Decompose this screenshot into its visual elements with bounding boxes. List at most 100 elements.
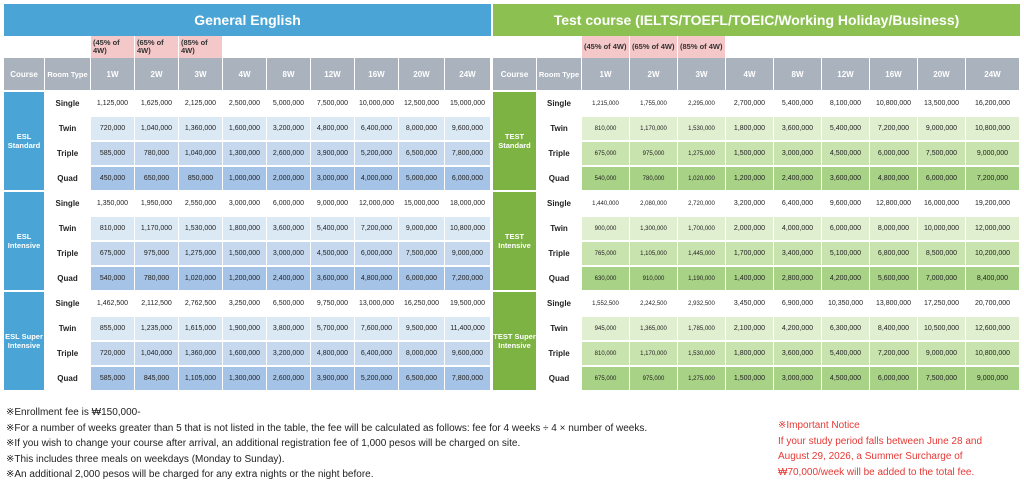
- price-cell: 2,550,000: [179, 192, 223, 217]
- percent-note: (85% of 4W): [179, 36, 223, 58]
- price-cell: 1,800,000: [223, 217, 267, 242]
- table-row: Twin 720,000 1,040,000 1,360,000 1,600,000 3,…: [4, 117, 491, 142]
- price-cell: 13,500,000: [918, 92, 966, 117]
- test-course-table: (45% of 4W) (65% of 4W) (85% of 4W) Course R…: [493, 36, 1020, 392]
- price-cell: 3,000,000: [267, 242, 311, 267]
- notice-line: August 29, 2026, a Summer Surcharge of: [778, 451, 963, 462]
- price-cell: 6,400,000: [774, 192, 822, 217]
- price-cell: 1,500,000: [726, 142, 774, 167]
- price-cell: 1,170,000: [630, 117, 678, 142]
- price-cell: 1,300,000: [223, 142, 267, 167]
- price-cell: 1,800,000: [726, 117, 774, 142]
- price-cell: 3,450,000: [726, 292, 774, 317]
- price-cell: 3,800,000: [267, 317, 311, 342]
- table-row: Twin 900,000 1,300,000 1,700,000 2,000,000 4,…: [493, 217, 1020, 242]
- price-cell: 675,000: [582, 142, 630, 167]
- price-cell: 4,500,000: [311, 242, 355, 267]
- price-cell: 7,500,000: [918, 367, 966, 392]
- price-cell: 9,600,000: [822, 192, 870, 217]
- price-cell: 10,500,000: [918, 317, 966, 342]
- room-type: Single: [45, 292, 91, 317]
- room-type: Twin: [537, 317, 582, 342]
- price-cell: 5,400,000: [822, 342, 870, 367]
- price-cell: 20,700,000: [966, 292, 1020, 317]
- general-english-section: General English (45% of 4W) (65% of 4W) (8…: [4, 4, 491, 392]
- price-cell: 18,000,000: [445, 192, 491, 217]
- price-cell: 19,500,000: [445, 292, 491, 317]
- price-cell: 8,000,000: [399, 342, 445, 367]
- percent-note: (45% of 4W): [91, 36, 135, 58]
- price-cell: 7,000,000: [918, 267, 966, 292]
- price-cell: 2,400,000: [267, 267, 311, 292]
- price-cell: 8,500,000: [918, 242, 966, 267]
- price-cell: 3,400,000: [774, 242, 822, 267]
- price-cell: 10,800,000: [870, 92, 918, 117]
- header-row: Course Room Type 1W 2W 3W 4W 8W 12W 16W 20W 24W: [4, 58, 491, 92]
- room-type-header: Room Type: [537, 58, 582, 92]
- price-cell: 2,100,000: [726, 317, 774, 342]
- notice-line: ₩70,000/week will be added to the total …: [778, 466, 975, 478]
- price-cell: 3,000,000: [774, 142, 822, 167]
- price-cell: 3,900,000: [311, 367, 355, 392]
- price-cell: 4,000,000: [774, 217, 822, 242]
- price-cell: 975,000: [135, 242, 179, 267]
- price-cell: 17,250,000: [918, 292, 966, 317]
- table-row: Twin 945,000 1,365,000 1,785,000 2,100,000 4,…: [493, 317, 1020, 342]
- price-cell: 1,215,000: [582, 92, 630, 117]
- price-cell: 6,000,000: [918, 167, 966, 192]
- course-name: ESL Standard: [4, 92, 45, 192]
- table-row: Quad 630,000 910,000 1,190,000 1,400,000 2,80…: [493, 267, 1020, 292]
- room-type: Twin: [537, 217, 582, 242]
- price-cell: 15,000,000: [399, 192, 445, 217]
- week-header: 20W: [918, 58, 966, 92]
- price-cell: 1,040,000: [179, 142, 223, 167]
- price-cell: 765,000: [582, 242, 630, 267]
- room-type: Triple: [45, 242, 91, 267]
- price-cell: 4,500,000: [822, 142, 870, 167]
- price-cell: 975,000: [630, 367, 678, 392]
- footnote-enrollment-fee: ※Enrollment fee is ₩150,000-: [6, 407, 141, 418]
- footnote-meals: ※This includes three meals on weekdays (…: [6, 453, 285, 465]
- price-cell: 6,500,000: [399, 142, 445, 167]
- price-cell: 1,300,000: [223, 367, 267, 392]
- price-cell: 10,000,000: [355, 92, 399, 117]
- price-cell: 2,762,500: [179, 292, 223, 317]
- week-header: 1W: [91, 58, 135, 92]
- price-cell: 1,350,000: [91, 192, 135, 217]
- price-cell: 10,200,000: [966, 242, 1020, 267]
- price-cell: 1,360,000: [179, 342, 223, 367]
- price-cell: 5,400,000: [822, 117, 870, 142]
- table-row: TEST Intensive Single 1,440,000 2,080,000 2,…: [493, 192, 1020, 292]
- price-cell: 1,275,000: [678, 367, 726, 392]
- price-cell: 19,200,000: [966, 192, 1020, 217]
- price-cell: 585,000: [91, 142, 135, 167]
- percent-note: (65% of 4W): [630, 36, 678, 58]
- test-course-section: Test course (IELTS/TOEFL/TOEIC/Working H…: [493, 4, 1020, 392]
- price-cell: 2,800,000: [774, 267, 822, 292]
- price-cell: 6,000,000: [399, 267, 445, 292]
- percent-note: (85% of 4W): [678, 36, 726, 58]
- price-cell: 6,900,000: [774, 292, 822, 317]
- price-cell: 1,600,000: [223, 342, 267, 367]
- week-header: 16W: [870, 58, 918, 92]
- price-cell: 2,242,500: [630, 292, 678, 317]
- room-type: Triple: [537, 242, 582, 267]
- price-cell: 9,000,000: [399, 217, 445, 242]
- price-cell: 6,800,000: [870, 242, 918, 267]
- price-cell: 845,000: [135, 367, 179, 392]
- price-cell: 450,000: [91, 167, 135, 192]
- price-cell: 7,200,000: [870, 117, 918, 142]
- price-cell: 12,000,000: [966, 217, 1020, 242]
- table-row: Quad 540,000 780,000 1,020,000 1,200,000 2,40…: [493, 167, 1020, 192]
- price-cell: 16,200,000: [966, 92, 1020, 117]
- price-cell: 1,105,000: [630, 242, 678, 267]
- price-cell: 2,000,000: [726, 217, 774, 242]
- table-row: Twin 810,000 1,170,000 1,530,000 1,800,000 3,…: [493, 117, 1020, 142]
- percent-note-row: (45% of 4W) (65% of 4W) (85% of 4W): [493, 36, 1020, 58]
- price-cell: 3,600,000: [267, 217, 311, 242]
- price-cell: 5,000,000: [399, 167, 445, 192]
- price-cell: 13,800,000: [870, 292, 918, 317]
- price-cell: 3,200,000: [267, 117, 311, 142]
- price-cell: 6,000,000: [355, 242, 399, 267]
- price-cell: 5,000,000: [267, 92, 311, 117]
